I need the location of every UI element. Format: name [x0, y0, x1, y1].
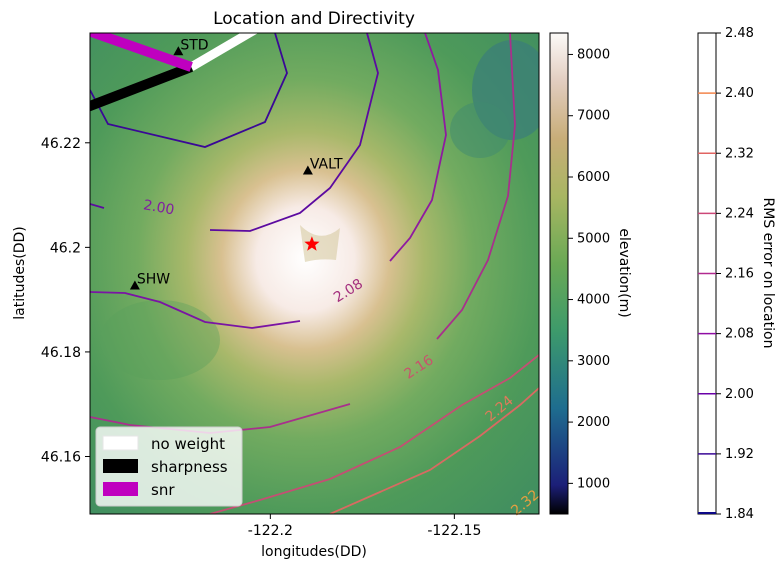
rms-tick-label: 2.16: [725, 267, 754, 282]
legend-label-snr: snr: [151, 481, 175, 499]
rms-tick-label: 2.32: [725, 146, 754, 161]
elevation-tick-label: 5000: [577, 231, 610, 246]
plot-frame: [89, 32, 540, 515]
station-label: SHW: [137, 272, 170, 288]
rms-colorbar-label: RMS error on location: [760, 198, 776, 349]
contour-label: 2.00: [142, 197, 175, 218]
elevation-tick-label: 2000: [577, 415, 610, 430]
directivity-line-snr: [90, 33, 193, 72]
rms-tick-label: 2.00: [725, 387, 754, 402]
x-axis: -122.2 -122.15: [248, 514, 481, 539]
rms-tick-label: 2.24: [725, 206, 754, 221]
rms-colorbar: 1.84 1.92 2.00 2.08 2.16 2.24 2.32 2.40 2.48 RMS…: [697, 26, 776, 522]
contour-line: [209, 354, 539, 514]
contour-line: [90, 203, 105, 209]
directivity-line-sharpness: [90, 62, 194, 112]
elevation-tick-label: 3000: [577, 354, 610, 369]
station-label: VALT: [310, 157, 343, 173]
rms-tick-label: 1.92: [725, 447, 754, 462]
contour-line: [329, 387, 539, 514]
elevation-colorbar: 1000 2000 3000 4000 5000 6000 7000 8000 elevati…: [549, 32, 632, 515]
y-axis-label: latitudes(DD): [12, 226, 28, 320]
y-tick-label: 46.18: [41, 345, 81, 361]
chart-title: Location and Directivity: [213, 9, 415, 29]
rms-tick-label: 2.48: [725, 26, 754, 41]
elevation-colorbar-label: elevation(m): [616, 228, 632, 317]
station-marker: [302, 165, 313, 175]
directivity-lines: [90, 33, 259, 112]
y-tick-label: 46.22: [41, 136, 81, 152]
directivity-line-no-weight: [188, 33, 259, 71]
y-tick-label: 46.2: [50, 240, 81, 256]
legend-swatch-snr: [103, 482, 138, 496]
legend-label-sharpness: sharpness: [151, 458, 228, 476]
legend-swatch-sharpness: [103, 459, 138, 473]
y-tick-label: 46.16: [41, 449, 81, 465]
legend-swatch-no-weight: [102, 435, 139, 451]
rms-tick-label: 2.08: [725, 327, 754, 342]
x-tick-label: -122.2: [248, 523, 293, 539]
stations: STD VALT SHW: [129, 37, 343, 290]
elevation-tick-label: 8000: [577, 47, 610, 62]
elevation-tick-label: 6000: [577, 170, 610, 185]
contour-line: [209, 33, 379, 232]
rms-tick-label: 2.40: [725, 86, 754, 101]
x-axis-label: longitudes(DD): [261, 544, 367, 560]
elevation-tick-label: 1000: [577, 476, 610, 491]
contour-line: [436, 33, 516, 340]
epicenter-star: [304, 236, 320, 251]
rms-tick-label: 1.84: [725, 507, 754, 522]
elevation-tick-label: 7000: [577, 109, 610, 124]
contour-line: [90, 291, 301, 329]
legend: no weight sharpness snr: [95, 426, 243, 507]
station-marker: [173, 46, 184, 56]
contour-line: [90, 33, 288, 148]
epicenter-marker: [304, 236, 320, 251]
legend-label-no-weight: no weight: [151, 435, 225, 453]
elevation-tick-label: 4000: [577, 293, 610, 308]
station-marker: [129, 280, 140, 290]
x-tick-label: -122.15: [427, 523, 481, 539]
rms-contours: [90, 33, 539, 514]
station-label: STD: [180, 37, 208, 53]
y-axis: 46.22 46.2 46.18 46.16: [41, 136, 90, 465]
contour-line: [389, 33, 447, 262]
